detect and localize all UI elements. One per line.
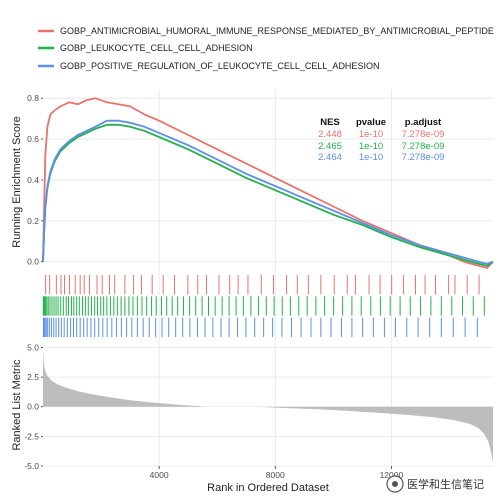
hit-marks <box>42 275 485 337</box>
running-score-lines <box>42 97 494 269</box>
y-tick-label: 0.6 <box>27 134 39 144</box>
watermark: 医学和生信笔记 <box>386 475 484 493</box>
ranked-metric-y-title: Ranked List Metric <box>11 359 23 451</box>
watermark-logo-dot-icon <box>392 481 398 487</box>
y-tick-label: 2.5 <box>27 372 39 382</box>
y-tick-label: 0.2 <box>27 216 39 226</box>
x-axis-title: Rank in Ordered Dataset <box>207 482 329 494</box>
stats-row-1-pvalue: 1e-10 <box>359 129 383 140</box>
stats-table: NES pvalue p.adjust 2.448 1e-10 7.278e-0… <box>318 117 444 163</box>
x-axis-ticks: 4000 8000 12000 <box>150 466 404 480</box>
ranked-metric-area <box>43 349 493 463</box>
y-tick-label: 0.0 <box>27 257 39 267</box>
ranked-metric-panel: -5.0 -2.5 0.0 2.5 5.0 Ranked List Metric <box>11 338 493 471</box>
y-tick-label: 0.8 <box>27 93 39 103</box>
x-tick-label: 8000 <box>266 470 285 480</box>
stats-row-1-padjust: 7.278e-09 <box>402 129 445 140</box>
y-tick-label: 0.0 <box>27 402 39 412</box>
x-tick-label: 4000 <box>150 470 169 480</box>
running-score-y-title: Running Enrichment Score <box>11 116 23 247</box>
stats-row-3-padjust: 7.278e-09 <box>402 152 445 163</box>
stats-row-2-pvalue: 1e-10 <box>359 141 383 152</box>
y-tick-label: -2.5 <box>24 431 39 441</box>
hit-panel-gridlines <box>158 274 392 338</box>
running-score-panel: 0.0 0.2 0.4 0.6 0.8 Running Enrichment Score <box>11 90 494 274</box>
legend-label-1: GOBP_ANTIMICROBIAL_HUMORAL_IMMUNE_RESPON… <box>60 26 494 36</box>
hit-positions-panel <box>42 274 485 338</box>
y-tick-label: 5.0 <box>27 342 39 352</box>
series-line-3 <box>42 119 494 265</box>
stats-row-1-nes: 2.448 <box>318 129 342 140</box>
ranked-metric-fill <box>43 349 493 463</box>
stats-header-padjust: p.adjust <box>405 117 442 128</box>
legend-label-2: GOBP_LEUKOCYTE_CELL_CELL_ADHESION <box>60 43 253 53</box>
y-tick-label: 0.4 <box>27 175 39 185</box>
legend-label-3: GOBP_POSITIVE_REGULATION_OF_LEUKOCYTE_CE… <box>60 61 379 71</box>
x-tick-label: 12000 <box>380 470 404 480</box>
legend: GOBP_ANTIMICROBIAL_HUMORAL_IMMUNE_RESPON… <box>38 26 494 71</box>
running-score-y-ticks: 0.0 0.2 0.4 0.6 0.8 <box>27 93 43 267</box>
y-tick-label: -5.0 <box>24 461 39 471</box>
stats-header-pvalue: pvalue <box>356 117 386 128</box>
watermark-text: 医学和生信笔记 <box>407 477 484 491</box>
ranked-metric-y-ticks: -5.0 -2.5 0.0 2.5 5.0 <box>24 342 43 471</box>
stats-header-nes: NES <box>320 117 340 128</box>
stats-row-3-nes: 2.464 <box>318 152 342 163</box>
running-score-gridlines <box>43 90 493 274</box>
stats-row-3-pvalue: 1e-10 <box>359 152 383 163</box>
stats-row-2-nes: 2.465 <box>318 141 342 152</box>
stats-row-2-padjust: 7.278e-09 <box>402 141 445 152</box>
